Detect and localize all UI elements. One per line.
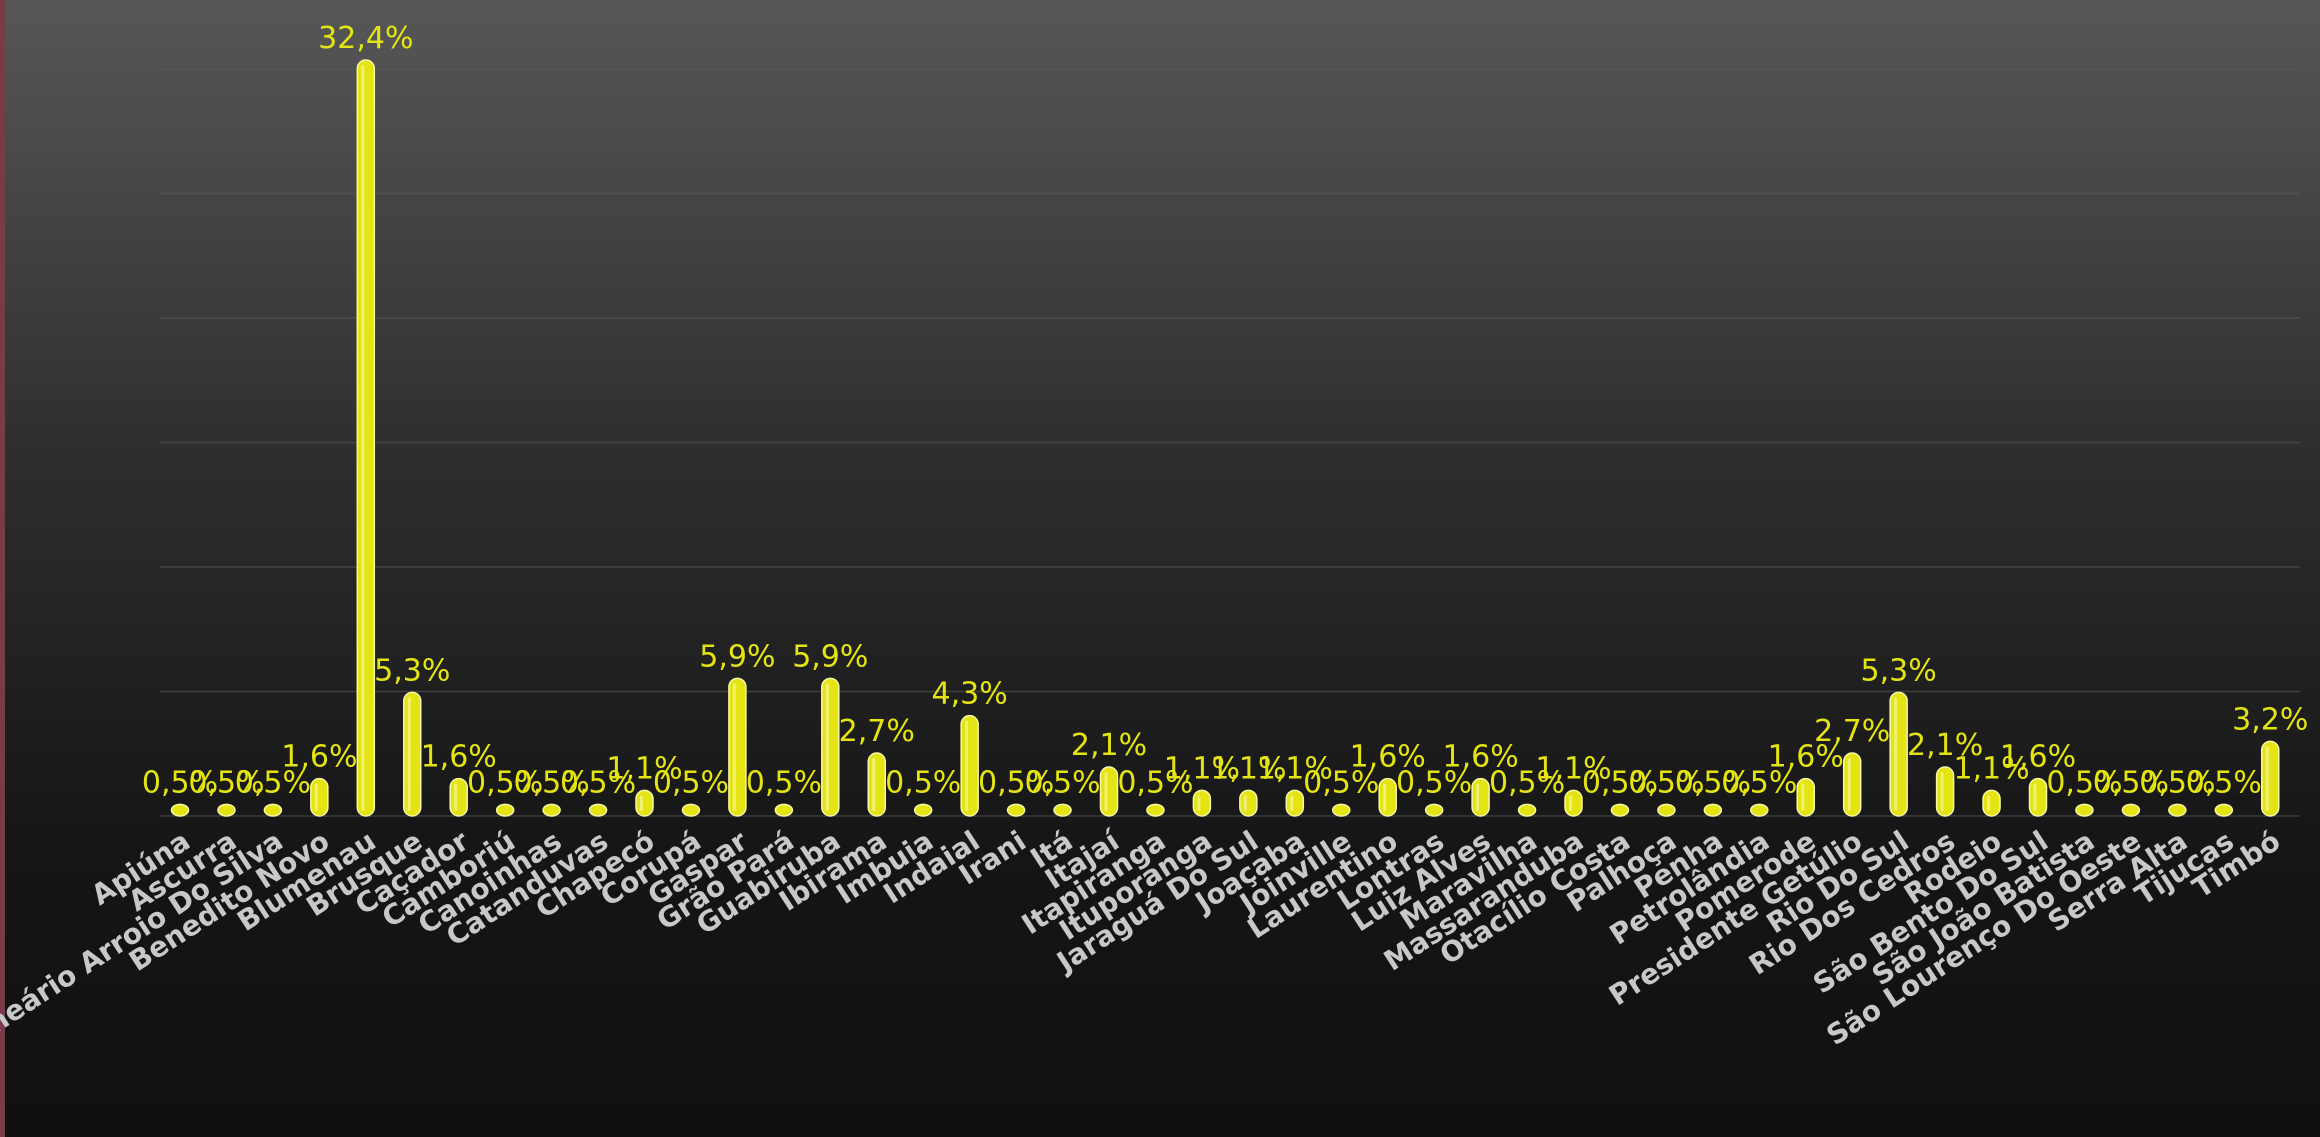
bar-highlight bbox=[454, 784, 457, 811]
bar bbox=[636, 790, 653, 816]
bar-highlight bbox=[826, 683, 829, 811]
bar-highlight bbox=[1569, 795, 1572, 811]
bar bbox=[1519, 804, 1536, 816]
data-label: 0,5% bbox=[1024, 765, 1100, 800]
bar bbox=[2262, 741, 2279, 816]
bar bbox=[1844, 753, 1861, 816]
bar-highlight bbox=[1244, 795, 1247, 811]
bar bbox=[590, 804, 607, 816]
bar bbox=[1333, 804, 1350, 816]
data-label: 0,5% bbox=[885, 765, 961, 800]
bar bbox=[1751, 804, 1768, 816]
bar bbox=[1611, 804, 1628, 816]
bar bbox=[2169, 804, 2186, 816]
bar bbox=[682, 804, 699, 816]
bar bbox=[1983, 790, 2000, 816]
bar bbox=[218, 804, 235, 816]
bar bbox=[2076, 804, 2093, 816]
bar bbox=[1193, 790, 1210, 816]
bar-highlight bbox=[1290, 795, 1293, 811]
bar-highlight bbox=[965, 721, 968, 811]
data-label: 4,3% bbox=[932, 677, 1008, 712]
data-label: 1,6% bbox=[281, 740, 357, 775]
bar bbox=[729, 678, 746, 816]
bar bbox=[822, 678, 839, 816]
bar bbox=[450, 779, 467, 816]
bar bbox=[1426, 804, 1443, 816]
bar bbox=[357, 60, 374, 816]
bar bbox=[1240, 790, 1257, 816]
bar bbox=[2030, 779, 2047, 816]
bar-highlight bbox=[1801, 784, 1804, 811]
bar bbox=[2215, 804, 2232, 816]
bar-highlight bbox=[1894, 697, 1897, 811]
bar-highlight bbox=[733, 683, 736, 811]
data-label: 0,5% bbox=[2186, 765, 2262, 800]
bar-highlight bbox=[2266, 746, 2269, 811]
bar-highlight bbox=[1383, 784, 1386, 811]
bar-highlight bbox=[640, 795, 643, 811]
bar bbox=[311, 779, 328, 816]
bar bbox=[868, 753, 885, 816]
data-label: 32,4% bbox=[318, 21, 413, 56]
grid-lines bbox=[160, 69, 2300, 816]
bar bbox=[1890, 692, 1907, 816]
data-label: 0,5% bbox=[653, 765, 729, 800]
bar bbox=[543, 804, 560, 816]
bar-highlight bbox=[408, 697, 411, 811]
bar bbox=[172, 804, 189, 816]
data-label: 5,3% bbox=[374, 653, 450, 688]
data-label: 2,7% bbox=[839, 714, 915, 749]
bar bbox=[1472, 779, 1489, 816]
bar bbox=[1658, 804, 1675, 816]
bar-highlight bbox=[1105, 772, 1108, 811]
bar bbox=[915, 804, 932, 816]
bar bbox=[1704, 804, 1721, 816]
bar-highlight bbox=[872, 758, 875, 811]
bar-highlight bbox=[361, 65, 364, 811]
data-label: 2,1% bbox=[1071, 728, 1147, 763]
data-label: 5,3% bbox=[1861, 653, 1937, 688]
bar-highlight bbox=[315, 784, 318, 811]
bar-highlight bbox=[1476, 784, 1479, 811]
bar bbox=[1101, 767, 1118, 816]
data-label: 3,2% bbox=[2232, 702, 2308, 737]
bar bbox=[1565, 790, 1582, 816]
bar bbox=[1054, 804, 1071, 816]
bar-highlight bbox=[1848, 758, 1851, 811]
bar-highlight bbox=[1941, 772, 1944, 811]
bar bbox=[1379, 779, 1396, 816]
data-label: 2,7% bbox=[1814, 714, 1890, 749]
bar bbox=[2122, 804, 2139, 816]
data-label: 0,5% bbox=[746, 765, 822, 800]
bars bbox=[172, 60, 2279, 816]
bar bbox=[1797, 779, 1814, 816]
data-labels: 0,5%0,5%0,5%1,6%32,4%5,3%1,6%0,5%0,5%0,5… bbox=[142, 21, 2308, 800]
data-label: 5,9% bbox=[699, 639, 775, 674]
data-label: 5,9% bbox=[792, 639, 868, 674]
bar bbox=[775, 804, 792, 816]
bar bbox=[1147, 804, 1164, 816]
bar bbox=[1937, 767, 1954, 816]
bar bbox=[264, 804, 281, 816]
bar bbox=[1286, 790, 1303, 816]
bar-highlight bbox=[1987, 795, 1990, 811]
bar-highlight bbox=[1197, 795, 1200, 811]
bar-highlight bbox=[2034, 784, 2037, 811]
bar bbox=[497, 804, 514, 816]
bar bbox=[404, 692, 421, 816]
bar bbox=[961, 716, 978, 816]
bar bbox=[1008, 804, 1025, 816]
